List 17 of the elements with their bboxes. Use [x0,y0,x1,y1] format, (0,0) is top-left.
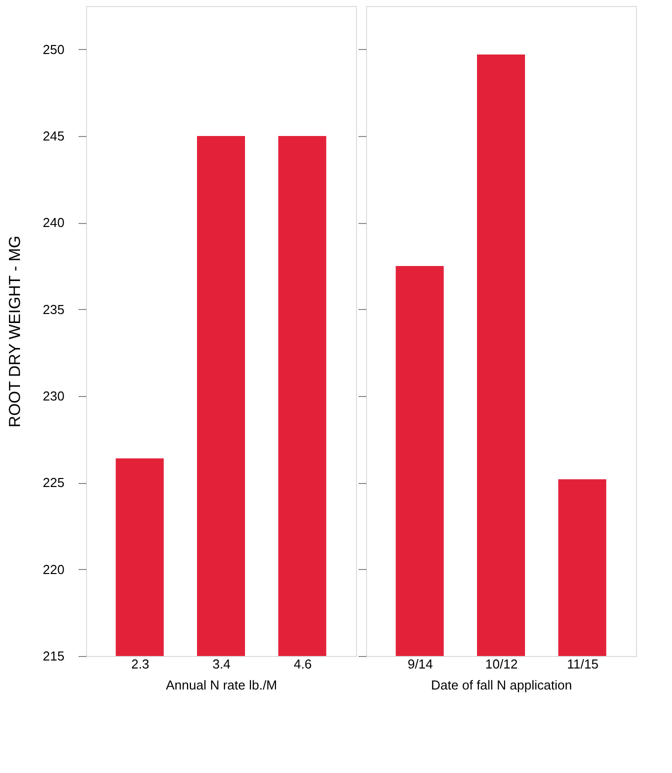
x-tick-label: 2.3 [131,656,150,672]
x-tick-label: 11/15 [566,656,599,672]
x-tick-label: 3.4 [212,656,231,672]
y-tick-label: 230 [42,388,64,404]
y-tick-label: 235 [42,302,64,317]
x-axis-title: Date of fall N application [431,678,572,692]
y-tick-label: 215 [42,648,64,664]
x-axis-title: Annual N rate lb./M [166,678,278,692]
y-tick-label: 225 [42,475,64,490]
y-tick-label: 220 [42,562,64,577]
y-tick-label: 240 [42,215,64,230]
x-tick-label: 4.6 [294,656,312,672]
y-axis-title: ROOT DRY WEIGHT - MG [6,236,24,428]
y-tick-label: 250 [42,42,64,57]
x-tick-label: 10/12 [485,656,518,672]
y-tick-label: 245 [42,128,64,144]
x-tick-label: 9/14 [408,656,433,672]
